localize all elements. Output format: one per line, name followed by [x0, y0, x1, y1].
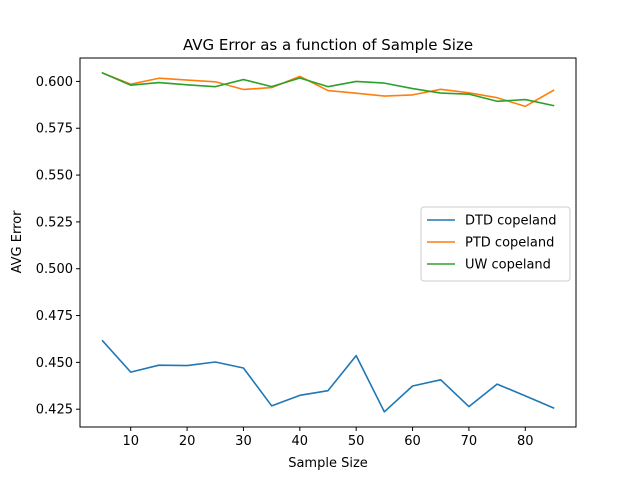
x-tick-label: 60 — [404, 434, 421, 449]
chart-title: AVG Error as a function of Sample Size — [183, 36, 473, 54]
legend-box — [420, 206, 571, 282]
legend-label: PTD copeland — [465, 236, 554, 251]
y-axis-label: AVG Error — [10, 210, 25, 274]
y-tick-label: 0.575 — [36, 122, 73, 137]
series-lines — [101, 71, 555, 413]
series-line-ptd-copeland — [101, 71, 555, 108]
axis-ticks: 10 20 30 40 50 60 70 80 0.425 0.450 0.475 0.500 0.52… — [36, 75, 534, 449]
x-tick-label: 30 — [235, 434, 252, 449]
x-tick-label: 10 — [122, 434, 139, 449]
x-tick-label: 40 — [292, 434, 309, 449]
plot-frame — [79, 57, 577, 428]
y-tick-label: 0.550 — [36, 169, 73, 184]
x-tick-label: 50 — [348, 434, 365, 449]
series-line-uw-copeland — [101, 71, 555, 107]
y-tick-label: 0.425 — [36, 403, 73, 418]
x-axis-label: Sample Size — [288, 456, 368, 471]
x-tick-label: 80 — [517, 434, 534, 449]
legend-label: DTD copeland — [465, 214, 557, 229]
y-tick-label: 0.475 — [36, 309, 73, 324]
legend-label: UW copeland — [465, 258, 551, 273]
y-tick-label: 0.500 — [36, 262, 73, 277]
y-tick-label: 0.450 — [36, 356, 73, 371]
x-tick-label: 20 — [179, 434, 196, 449]
y-tick-label: 0.600 — [36, 75, 73, 90]
y-tick-label: 0.525 — [36, 215, 73, 230]
x-tick-label: 70 — [461, 434, 478, 449]
legend: DTD copeland PTD copeland UW copeland — [420, 206, 571, 282]
series-line-dtd-copeland — [101, 339, 555, 413]
